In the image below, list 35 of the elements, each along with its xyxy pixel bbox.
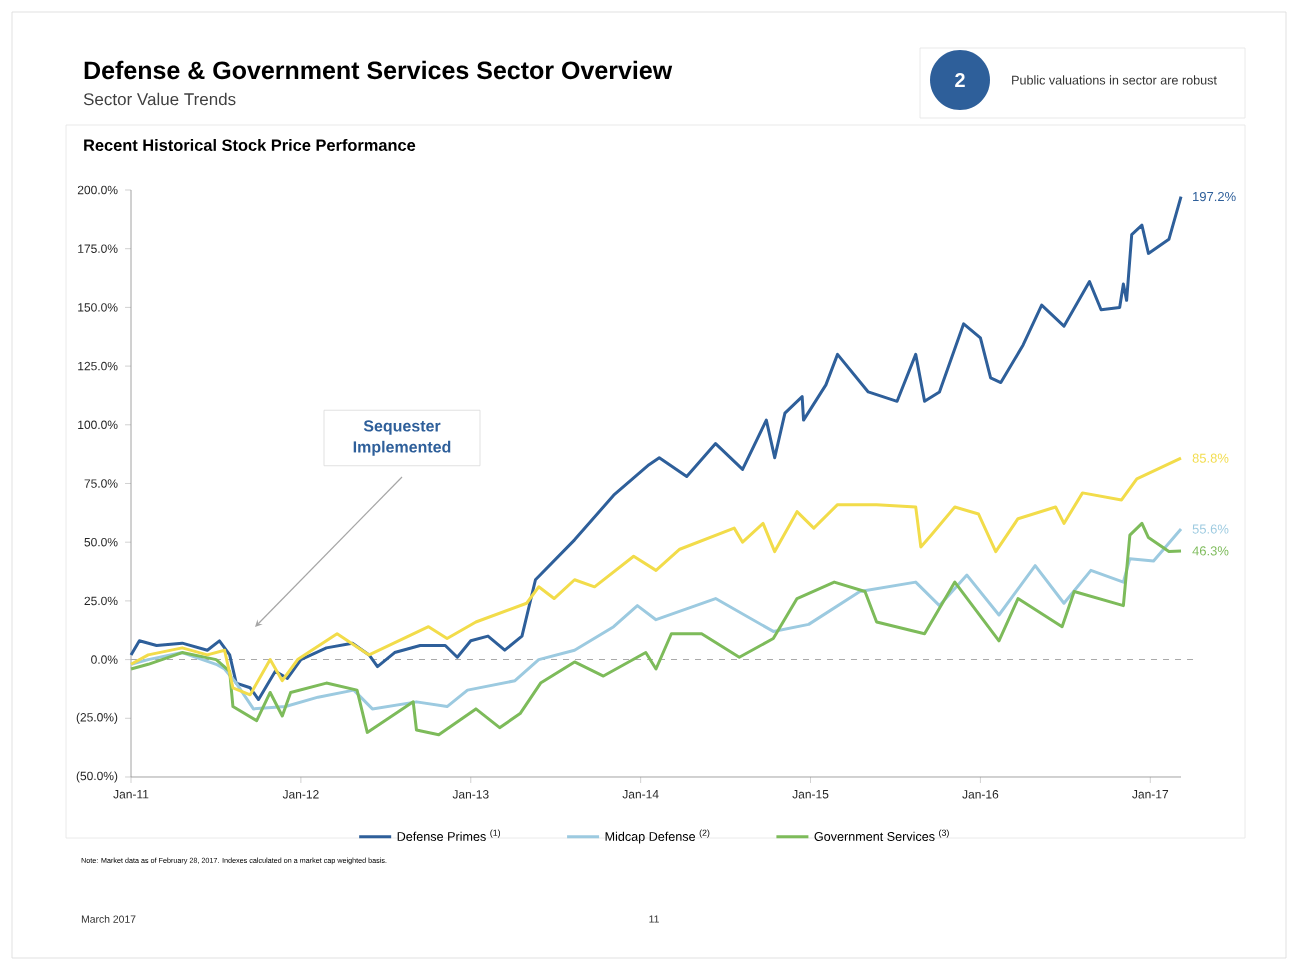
text: March 2017 xyxy=(81,915,136,923)
x-tick-label: Jan-14 xyxy=(622,790,659,799)
x-tick-label: Jan-16 xyxy=(962,790,999,799)
text: 11 xyxy=(649,915,659,923)
y-tick-label: (25.0%) xyxy=(76,712,118,724)
y-tick-label: 100.0% xyxy=(78,420,118,430)
y-tick-label: 200.0% xyxy=(77,185,118,195)
y-tick-label: 25.0% xyxy=(84,596,118,606)
y-tick-label: 175.0% xyxy=(78,244,118,253)
annotation: 55.6% xyxy=(1192,524,1229,534)
x-tick-label: Jan-17 xyxy=(1132,790,1169,799)
y-tick-label: 50.0% xyxy=(84,537,118,547)
annotation: 46.3% xyxy=(1192,546,1229,556)
legend-label: Government Services $^{(3)}$ xyxy=(814,829,949,841)
line-series xyxy=(129,195,1183,702)
annotation: 197.2% xyxy=(1193,191,1236,202)
line-series xyxy=(129,456,1183,697)
annotation: 85.8% xyxy=(1192,453,1229,463)
legend-label: Defense Primes $^{(1)}$ xyxy=(397,829,501,841)
chart-title: Defense & Government Services Sector Overview xyxy=(84,60,673,80)
text: Public valuations in sector are robust xyxy=(1012,75,1217,85)
y-tick-label: 75.0% xyxy=(84,479,118,488)
legend-label: Midcap Defense $^{(2)}$ xyxy=(605,829,710,844)
annotation: Sequester Implemented xyxy=(353,420,451,456)
x-tick-label: Jan-15 xyxy=(792,790,829,799)
x-tick-label: Jan-11 xyxy=(113,790,149,799)
y-tick-label: 0.0% xyxy=(91,655,118,664)
y-tick-label: 150.0% xyxy=(78,303,118,312)
text: 2 xyxy=(955,73,965,87)
y-tick-label: (50.0%) xyxy=(76,771,118,783)
x-tick-label: Jan-12 xyxy=(282,790,319,799)
chart-subtitle: Sector Value Trends xyxy=(83,92,236,106)
x-tick-label: Jan-13 xyxy=(452,790,489,799)
y-tick-label: 125.0% xyxy=(78,361,118,371)
text: Recent Historical Stock Price Performance xyxy=(84,138,416,152)
